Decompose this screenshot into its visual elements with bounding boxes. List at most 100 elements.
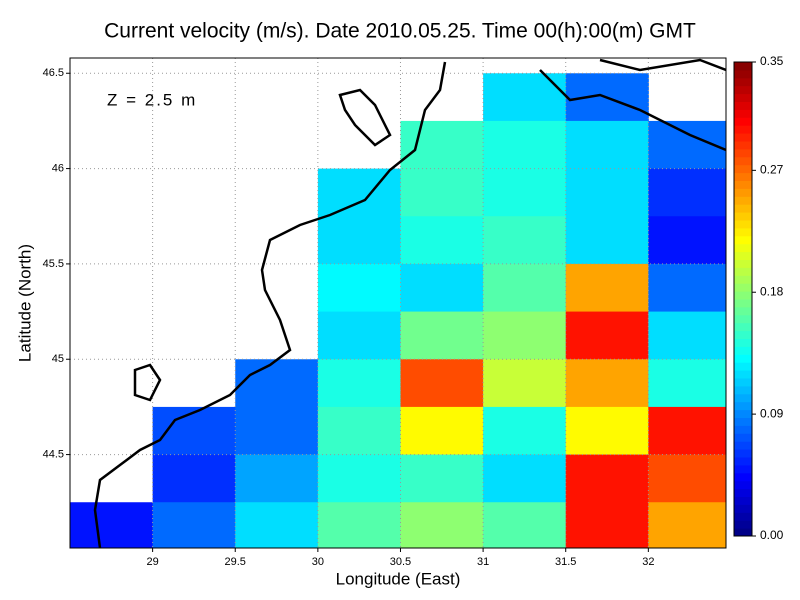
speed-cell xyxy=(565,168,649,217)
colorbar-step xyxy=(734,243,752,253)
colorbar-step xyxy=(734,172,752,181)
colorbar-step xyxy=(734,235,752,245)
colorbar-step xyxy=(734,393,752,403)
speed-cell xyxy=(565,311,649,360)
colorbar-step xyxy=(734,314,752,324)
speed-cell xyxy=(565,502,649,548)
x-tick-label: 29.5 xyxy=(225,556,246,568)
speed-field xyxy=(70,73,726,548)
speed-cell xyxy=(483,359,567,408)
colorbar-step xyxy=(734,275,752,284)
colorbar-step xyxy=(734,330,752,339)
colorbar-step xyxy=(734,93,752,102)
speed-cell xyxy=(483,73,567,122)
colorbar-step xyxy=(734,77,752,87)
colorbar-step xyxy=(734,496,752,505)
speed-cell xyxy=(565,216,649,265)
x-tick-label: 29 xyxy=(146,556,158,568)
y-axis-label: Latitude (North) xyxy=(15,244,34,362)
colorbar-step xyxy=(734,156,752,166)
colorbar-step xyxy=(734,283,752,292)
colorbar-step xyxy=(734,504,752,513)
speed-cell xyxy=(648,502,726,548)
speed-cell xyxy=(400,120,484,170)
chart-title: Current velocity (m/s). Date 2010.05.25.… xyxy=(104,20,696,43)
grid: 29 29.5 30 30.5 31 31.5 32 44.5 45 45.5 46 46.5 xyxy=(43,58,726,568)
speed-cell xyxy=(483,406,567,456)
colorbar-step xyxy=(734,196,752,205)
colorbar-step xyxy=(734,354,752,363)
x-tick-label: 31 xyxy=(477,556,489,568)
colorbar-step xyxy=(734,480,752,490)
speed-cell xyxy=(565,120,649,170)
lake xyxy=(133,363,162,402)
speed-cell xyxy=(400,168,484,217)
speed-cell xyxy=(152,406,236,456)
y-tick-label: 46.5 xyxy=(43,67,64,79)
colorbar-step xyxy=(734,520,752,529)
coast xyxy=(539,69,726,152)
colorbar-step xyxy=(734,457,752,466)
y-tick-label: 45.5 xyxy=(43,258,64,270)
coast xyxy=(599,58,726,72)
colorbar-tick-label: 0.27 xyxy=(760,163,784,177)
speed-cell xyxy=(483,216,567,265)
colorbar-step xyxy=(734,141,752,150)
speed-cell xyxy=(648,454,726,503)
speed-cell xyxy=(565,406,649,456)
speed-cell xyxy=(317,359,401,408)
speed-cell xyxy=(400,359,484,408)
colorbar-step xyxy=(734,85,752,95)
colorbar-step xyxy=(734,180,752,189)
colorbar-step xyxy=(734,62,752,71)
coast xyxy=(93,61,447,548)
colorbar-step xyxy=(734,133,752,142)
colorbar: 0.00 0.09 0.18 0.27 0.35 xyxy=(733,54,784,542)
annotation: Z = 2.5 m xyxy=(107,90,197,109)
y-tick-label: 45 xyxy=(52,353,64,365)
liman xyxy=(338,88,392,147)
x-tick-label: 30.5 xyxy=(390,556,411,568)
speed-cell xyxy=(648,359,726,408)
speed-cell xyxy=(400,311,484,360)
speed-cell xyxy=(483,168,567,217)
colorbar-step xyxy=(734,417,752,426)
speed-cell xyxy=(235,454,319,503)
speed-cell xyxy=(317,406,401,456)
speed-cell xyxy=(152,502,236,548)
speed-cell xyxy=(400,502,484,548)
colorbar-step xyxy=(734,291,752,300)
colorbar-step xyxy=(734,267,752,276)
colorbar-step xyxy=(734,164,752,174)
speed-cell xyxy=(648,311,726,360)
colorbar-step xyxy=(734,378,752,387)
speed-cell xyxy=(235,359,319,408)
colorbar-step xyxy=(734,346,752,355)
x-tick-label: 30 xyxy=(312,556,324,568)
colorbar-step xyxy=(734,251,752,260)
colorbar-tick-label: 0.09 xyxy=(760,406,784,420)
speed-cell xyxy=(70,502,154,548)
colorbar-step xyxy=(734,227,752,237)
colorbar-step xyxy=(734,306,752,316)
colorbar-tick-label: 0.00 xyxy=(760,528,784,542)
speed-cell xyxy=(648,263,726,313)
x-axis-label: Longitude (East) xyxy=(336,569,461,588)
speed-cell xyxy=(400,406,484,456)
speed-cell xyxy=(235,406,319,456)
colorbar-tick-label: 0.18 xyxy=(760,284,784,298)
colorbar-step xyxy=(734,449,752,458)
y-tick-label: 46 xyxy=(52,162,64,174)
speed-cell xyxy=(152,454,236,503)
colorbar-step xyxy=(734,204,752,213)
colorbar-tick-label: 0.35 xyxy=(760,54,784,68)
colorbar-step xyxy=(734,528,752,537)
speed-cell xyxy=(317,216,401,265)
speed-cell xyxy=(483,311,567,360)
colorbar-step xyxy=(734,512,752,521)
speed-cell xyxy=(483,502,567,548)
x-tick-label: 31.5 xyxy=(555,556,576,568)
colorbar-step xyxy=(734,401,752,411)
speed-cell xyxy=(235,502,319,548)
